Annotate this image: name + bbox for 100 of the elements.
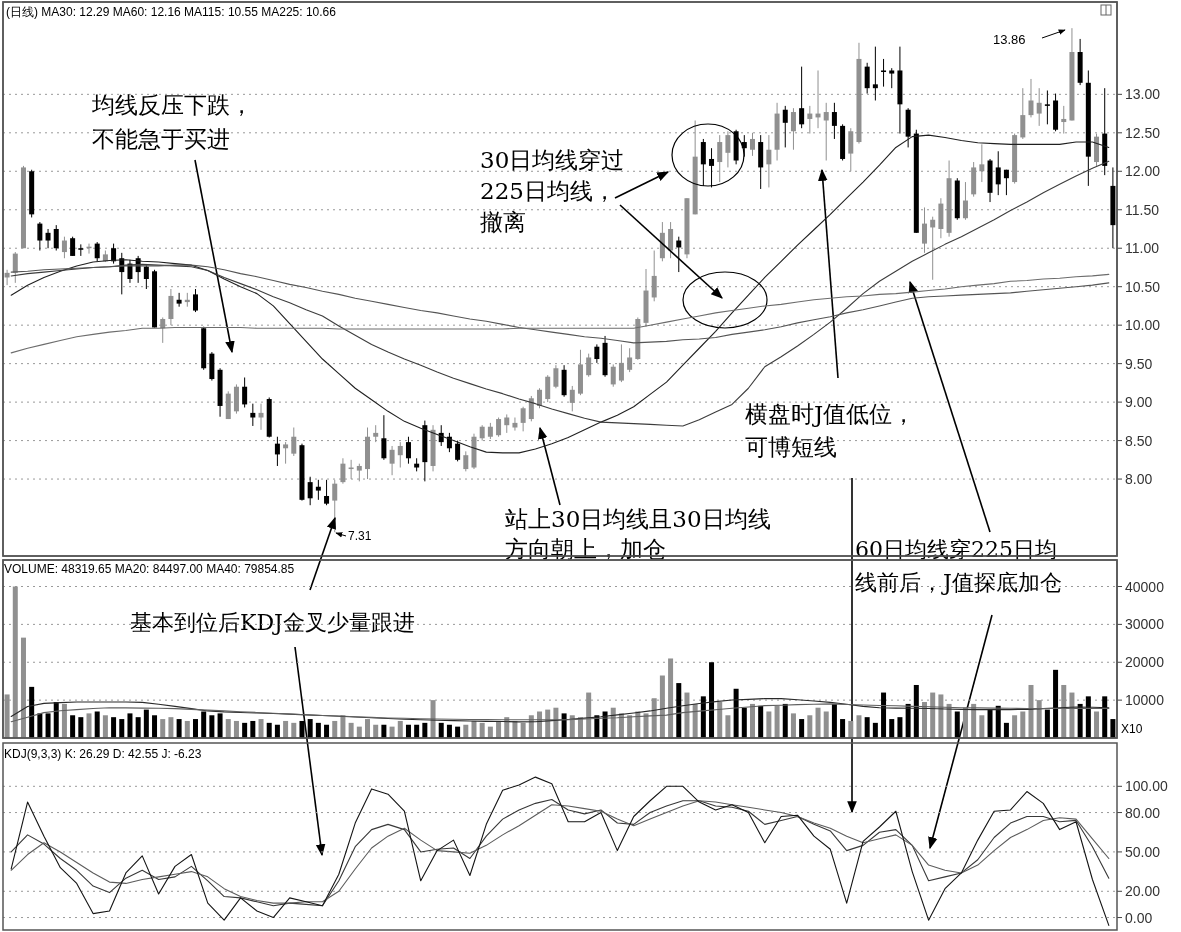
bar [881,692,887,738]
candlestick [192,288,198,313]
bar [225,719,231,738]
bar [414,724,420,738]
bar [799,719,805,738]
bar [70,715,76,738]
bar [823,711,829,738]
bar [725,715,731,738]
bar [373,724,379,738]
bar [971,703,977,738]
bar [635,711,641,738]
bar [1110,719,1116,738]
bar [102,715,108,738]
bar [856,715,862,738]
y-tick-label: 12.50 [1125,124,1161,141]
bar [1053,669,1059,738]
bar [741,707,747,738]
candlestick [594,343,600,364]
bar [446,724,452,738]
candlestick [61,236,67,259]
candlestick [53,224,59,252]
bar [217,713,223,738]
bar [143,709,149,738]
bar [831,703,837,738]
bar [561,713,567,738]
y-tick-label: 13.00 [1125,86,1161,103]
bar [86,713,92,738]
bar [815,707,821,738]
bar [250,720,256,738]
bar [733,688,739,738]
candlestick [881,58,887,88]
annotation: 横盘时J值低位，可博短线 [745,401,916,460]
bar [324,724,330,738]
bar [111,717,117,738]
candlestick [242,376,248,408]
candlestick [1044,89,1050,125]
y-tick-label: 20.00 [1125,883,1161,900]
bar [807,715,813,738]
candlestick [782,105,788,148]
bar [61,703,67,738]
bar [676,683,682,738]
candlestick [872,46,878,101]
bar [463,724,469,738]
y-tick-label: 30000 [1125,616,1165,633]
bar [283,720,289,738]
candlestick [504,413,510,434]
bar [668,658,674,738]
bar [749,703,755,738]
bar [479,722,485,738]
bar [905,703,911,738]
candlestick [668,221,674,259]
annotation: 基本到位后KDJ金叉少量跟进 [130,610,415,635]
candlestick [111,243,117,265]
annotation: 均线反压下跌，不能急于买进 [91,92,253,152]
bar [913,684,919,738]
annotation: 7.31 [348,529,372,543]
y-tick-label: 0.00 [1125,909,1153,926]
bar [37,713,43,738]
candlestick [274,436,280,467]
bar [233,720,239,738]
candlestick [831,102,837,140]
bar [1028,684,1034,738]
candlestick [864,62,870,95]
bar [872,722,878,738]
candlestick [700,138,706,187]
bar [192,719,198,738]
bar [520,722,526,738]
candlestick [381,414,387,461]
annotation: VOLUME: 48319.65 MA20: 84497.00 MA40: 79854.85 [4,562,295,576]
text: X10 [1121,722,1143,736]
bar [365,719,371,738]
candlestick [405,436,411,465]
y-tick-label: 10.50 [1125,278,1161,295]
candlestick [176,292,182,308]
bar [348,722,354,738]
bar [299,720,305,738]
bar [848,720,854,738]
bar [242,722,248,738]
y-tick-label: 9.00 [1125,394,1153,411]
bar [381,724,387,738]
candlestick [250,403,256,427]
bar [29,686,35,738]
bar [135,717,141,738]
bar [938,694,944,738]
y-tick-label: 8.00 [1125,471,1153,488]
bar [1085,696,1091,738]
y-tick-label: 40000 [1125,578,1165,595]
bar [774,705,780,738]
y-tick-label: 100.00 [1125,778,1169,795]
candlestick [749,132,755,157]
bar [405,724,411,738]
y-tick-label: 8.50 [1125,432,1153,449]
candlestick [709,147,715,188]
candlestick [324,479,330,506]
bar [176,719,182,738]
y-tick-label: 11.00 [1125,240,1160,257]
bar [184,720,190,738]
candlestick [496,417,502,438]
bar [643,713,649,738]
bar [692,703,698,738]
